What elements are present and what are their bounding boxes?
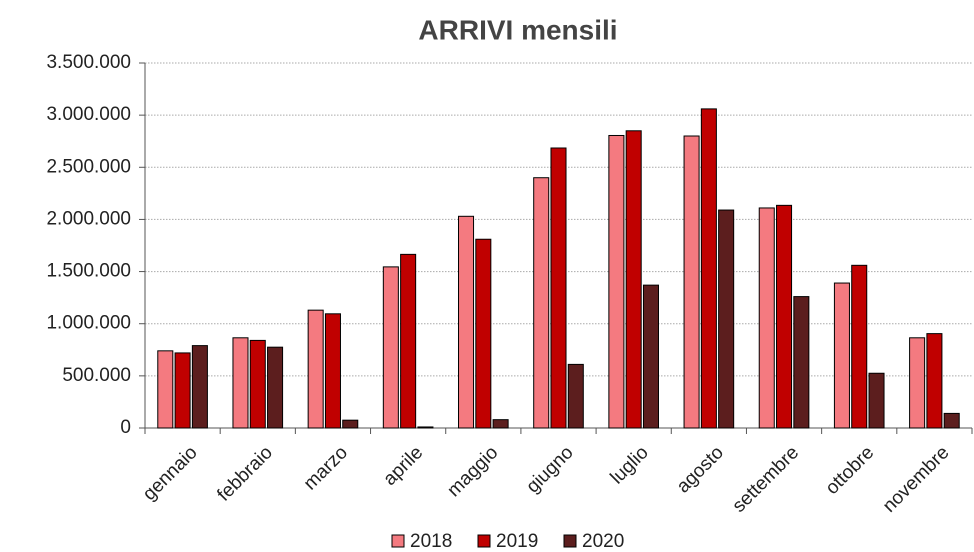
bar [191,345,208,429]
legend-swatch [477,534,491,548]
legend-label: 2020 [582,531,624,552]
x-tick-label: luglio [607,442,653,488]
bar [700,108,717,429]
bar [157,350,174,429]
bar [492,419,509,429]
bar [342,419,359,429]
bar [943,412,960,429]
bar [718,209,735,429]
x-tick-label: giugno [522,442,577,497]
bar [533,177,550,429]
bar [307,309,324,429]
bar [550,147,567,429]
x-tick-label: maggio [443,442,502,501]
bar [232,337,249,429]
bar [458,215,475,429]
y-tick-label: 2.000.000 [46,208,131,229]
x-tick-label: gennaio [139,442,202,505]
bar [567,363,584,429]
bar [382,266,399,429]
legend-label: 2019 [496,531,538,552]
y-tick-label: 3.500.000 [46,52,131,73]
bar [909,337,926,429]
bar [851,264,868,429]
bar [267,346,284,429]
x-tick-label: settembre [729,442,804,517]
legend-swatch [563,534,577,548]
y-tick-label: 500.000 [62,365,131,386]
x-tick-label: marzo [300,442,352,494]
y-tick-label: 2.500.000 [46,156,131,177]
bar [608,134,625,429]
chart-title: ARRIVI mensili [418,14,617,45]
bar [475,238,492,429]
x-tick-label: novembre [879,442,954,517]
bar [174,352,191,429]
y-tick-label: 3.000.000 [46,104,131,125]
y-tick-label: 1.000.000 [46,313,131,334]
legend-swatch [391,534,405,548]
bar [324,313,341,429]
bar [625,130,642,429]
bar [642,284,659,429]
x-tick-label: agosto [673,442,728,497]
y-tick-label: 0 [120,417,131,438]
x-tick-label: aprile [379,442,427,490]
bar [683,135,700,429]
bar [833,282,850,429]
y-tick-label: 1.500.000 [46,261,131,282]
bar [793,296,810,429]
bar [926,333,943,429]
bar [417,426,434,429]
bar [776,204,793,429]
x-tick-label: febbraio [213,442,276,505]
bar [400,253,417,429]
bar [758,207,775,429]
bar [868,372,885,429]
x-tick-label: ottobre [822,442,879,499]
legend-label: 2018 [410,531,452,552]
bar [249,339,266,429]
